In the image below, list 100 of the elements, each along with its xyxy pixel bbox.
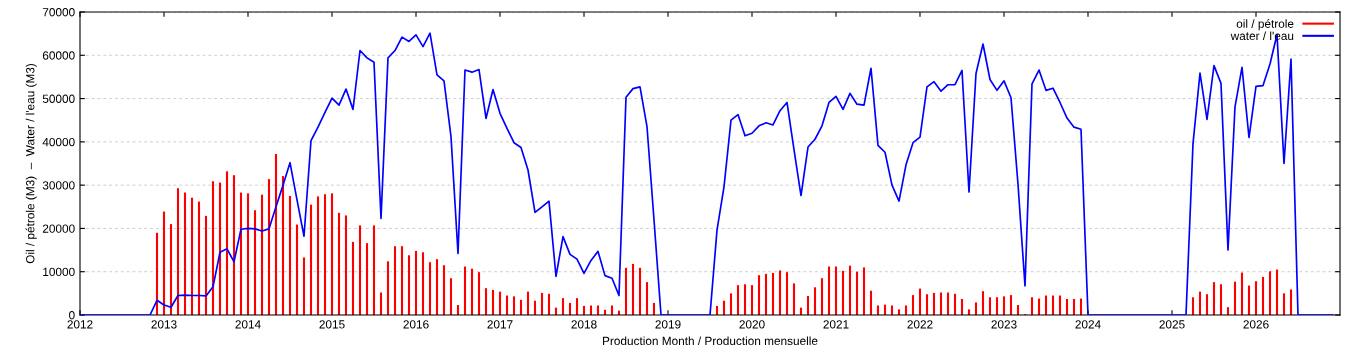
bar	[253, 210, 257, 315]
bar	[1240, 272, 1244, 315]
bar	[470, 268, 474, 315]
bar	[379, 292, 383, 315]
x-tick-label: 2026	[1243, 320, 1269, 329]
bar	[736, 285, 740, 315]
y-tick-label: 20000	[42, 224, 75, 233]
bar	[169, 224, 173, 315]
bar	[981, 291, 985, 315]
bar	[337, 212, 341, 315]
bar	[323, 194, 327, 315]
bar	[540, 292, 544, 315]
bar	[645, 282, 649, 315]
bar	[918, 288, 922, 315]
y-axis-title: Oil / pétrole (M3) – Water / l'eau (M3)	[25, 63, 37, 264]
bar	[869, 290, 873, 315]
bar	[316, 196, 320, 315]
bar	[638, 267, 642, 315]
bar	[484, 288, 488, 315]
bar	[575, 298, 579, 315]
bar	[974, 302, 978, 315]
bar	[435, 259, 439, 315]
bar	[785, 272, 789, 315]
bar	[988, 297, 992, 315]
y-tick-label: 30000	[42, 181, 75, 190]
bar	[932, 292, 936, 315]
bar	[876, 305, 880, 315]
bar	[162, 211, 166, 315]
bar	[309, 204, 313, 315]
bar	[344, 215, 348, 315]
bar	[512, 296, 516, 315]
x-axis-title: Production Month / Production mensuelle	[603, 336, 818, 346]
bar	[1219, 284, 1223, 315]
y-tick-label: 50000	[42, 94, 75, 103]
bar	[631, 263, 635, 315]
bar	[596, 305, 600, 315]
bar	[848, 265, 852, 315]
bar	[813, 287, 817, 315]
bar	[358, 225, 362, 315]
line-series	[80, 32, 1334, 315]
bar	[729, 293, 733, 315]
bar	[624, 267, 628, 315]
x-tick-label: 2022	[907, 320, 933, 329]
bar	[477, 272, 481, 315]
y-tick-label: 70000	[42, 8, 75, 17]
bar	[428, 262, 432, 315]
bar	[925, 294, 929, 315]
bar	[442, 265, 446, 315]
bar	[197, 201, 201, 315]
bar	[827, 266, 831, 315]
bar	[995, 297, 999, 315]
bar	[855, 271, 859, 315]
bar	[1198, 291, 1202, 315]
bar	[218, 182, 222, 315]
bar	[463, 266, 467, 315]
x-tick-label: 2018	[571, 320, 597, 329]
bar	[295, 224, 299, 315]
bar	[778, 270, 782, 315]
bar	[302, 257, 306, 315]
bar	[274, 153, 278, 315]
bar	[421, 252, 425, 315]
bar	[771, 273, 775, 315]
bar	[526, 291, 530, 315]
bar	[1275, 269, 1279, 315]
bar	[1261, 276, 1265, 315]
bar	[190, 197, 194, 315]
bar	[806, 295, 810, 315]
bar	[288, 195, 292, 315]
legend-label: oil / pétrole	[1236, 19, 1294, 31]
x-tick-label: 2020	[739, 320, 765, 329]
x-tick-label: 2016	[403, 320, 429, 329]
x-tick-label: 2024	[1075, 320, 1101, 329]
x-tick-label: 2025	[1159, 320, 1185, 329]
bar	[904, 305, 908, 315]
bar	[239, 192, 243, 315]
bar	[757, 275, 761, 315]
bar	[1191, 297, 1195, 315]
y-tick-label: 40000	[42, 137, 75, 147]
bar	[232, 175, 236, 315]
bar	[386, 261, 390, 315]
bar	[1247, 285, 1251, 315]
bar	[281, 176, 285, 315]
bar	[939, 292, 943, 315]
x-tick-label: 2017	[487, 320, 513, 329]
bar	[1030, 297, 1034, 315]
x-tick-label: 2015	[319, 320, 345, 329]
bar	[1205, 294, 1209, 315]
y-tick-label: 60000	[42, 51, 75, 60]
bar	[498, 291, 502, 315]
bar	[449, 278, 453, 315]
bar	[246, 193, 250, 315]
bar	[414, 250, 418, 315]
bar	[400, 246, 404, 315]
bar	[561, 298, 565, 315]
x-tick-label: 2014	[235, 320, 261, 329]
bar	[946, 292, 950, 315]
bar	[589, 305, 593, 315]
bar	[225, 171, 229, 315]
bar	[820, 278, 824, 315]
bar	[862, 267, 866, 315]
